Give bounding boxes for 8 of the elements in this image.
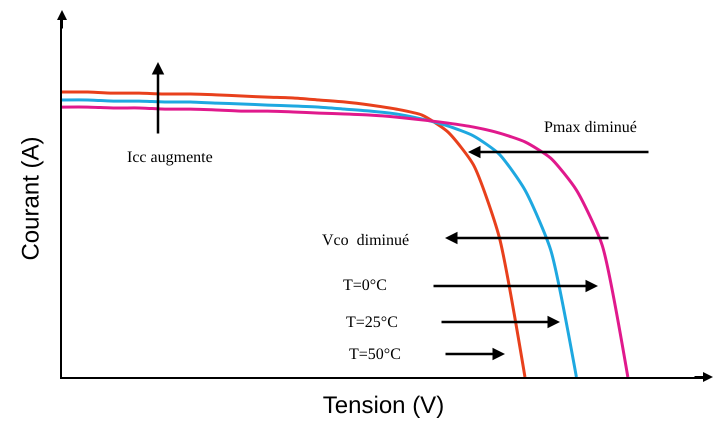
annotation: T=0°C — [343, 277, 387, 294]
annotation: Pmax diminué — [544, 119, 637, 136]
y-axis-title: Courant (A) — [18, 136, 45, 261]
annotation: T=50°C — [349, 346, 401, 363]
x-axis-title: Tension (V) — [322, 392, 444, 419]
annotation: Icc augmente — [127, 149, 213, 166]
annotation: T=25°C — [346, 314, 398, 331]
annotation: Vco diminué — [322, 232, 410, 249]
